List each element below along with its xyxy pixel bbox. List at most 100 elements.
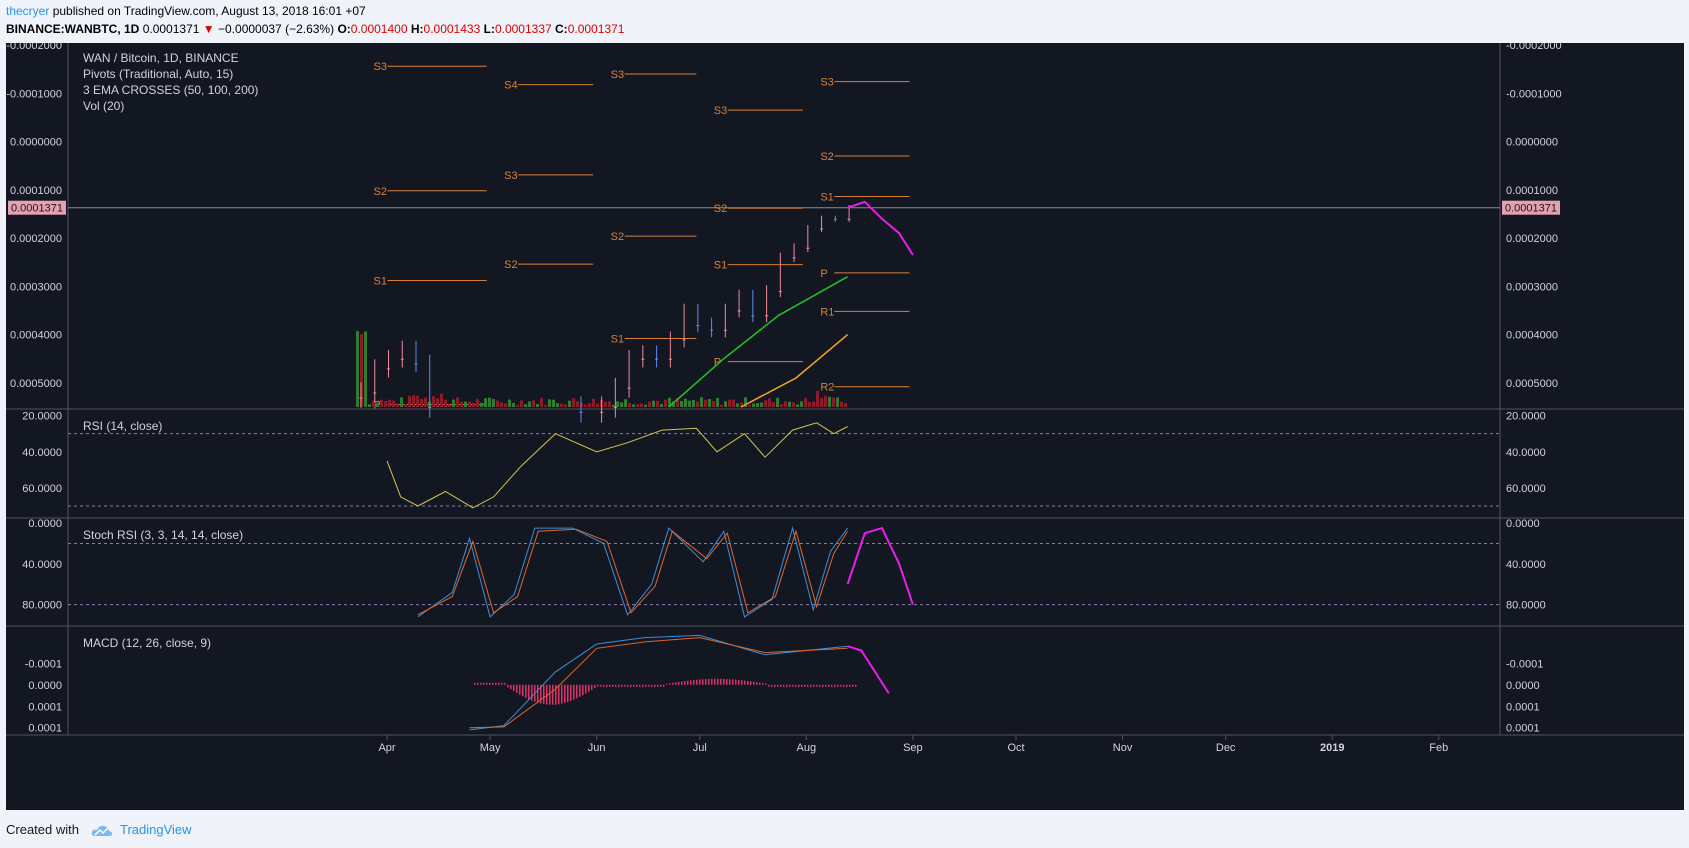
macd-histogram-bar — [717, 678, 719, 685]
volume-bar — [640, 403, 643, 407]
time-tick-label: Apr — [378, 742, 395, 754]
price-tick-right: 0.0004000 — [1506, 330, 1558, 342]
volume-bar — [596, 403, 599, 407]
volume-bar — [604, 401, 607, 407]
low-label: L: — [483, 22, 495, 36]
price-tick-left: 0.0001000 — [10, 185, 62, 197]
macd-histogram-bar — [705, 679, 707, 685]
price-tick-right: 0.0001000 — [1506, 185, 1558, 197]
macd-histogram-bar — [780, 684, 782, 687]
close-label: C: — [555, 22, 568, 36]
volume-bar — [832, 397, 835, 407]
macd-histogram-bar — [486, 682, 488, 685]
volume-bar — [760, 402, 763, 407]
macd-histogram-bar — [813, 684, 815, 687]
pivot-label: S3 — [820, 77, 833, 89]
candle-body — [400, 358, 404, 360]
volume-bar — [804, 397, 807, 407]
macd-histogram-bar — [744, 680, 746, 685]
volume-bar — [748, 404, 751, 407]
volume-bar — [704, 399, 707, 407]
candle-body — [792, 257, 796, 259]
candle-body — [737, 310, 741, 312]
price-tick-left: 0.0003000 — [10, 281, 62, 293]
stoch-tick-left: 40.0000 — [22, 559, 62, 571]
last-price: 0.0001371 — [142, 22, 200, 36]
macd-histogram-bar — [630, 684, 632, 687]
macd-histogram-bar — [549, 684, 551, 705]
macd-histogram-bar — [477, 682, 479, 685]
macd-histogram-bar — [828, 684, 830, 687]
macd-histogram-bar — [666, 683, 668, 685]
volume-bar — [424, 397, 427, 407]
volume-bar — [412, 395, 415, 407]
volume-bar — [808, 401, 811, 407]
candle-body — [600, 411, 604, 413]
macd-histogram-bar — [618, 684, 620, 687]
macd-tick-right: 0.0000 — [1506, 680, 1540, 692]
chart-svg[interactable]: PS1S2S3S2S3S4S1S2S3PS1S2S3R2R1PS1S2S3 0.… — [6, 43, 1684, 810]
volume-bar — [576, 401, 579, 407]
volume-bar — [608, 401, 611, 407]
volume-bar — [636, 404, 639, 407]
macd-histogram-bar — [843, 684, 845, 687]
tradingview-link[interactable]: TradingView — [120, 822, 192, 837]
macd-histogram-bar — [561, 684, 563, 704]
stoch-tick-right: 40.0000 — [1506, 559, 1546, 571]
macd-histogram-bar — [675, 682, 677, 685]
macd-histogram-bar — [759, 682, 761, 685]
volume-bar — [724, 401, 727, 407]
volume-bar — [712, 400, 715, 407]
volume-bar — [820, 397, 823, 407]
macd-histogram-bar — [480, 682, 482, 685]
macd-histogram-bar — [702, 679, 704, 685]
rsi-title: RSI (14, close) — [83, 419, 163, 433]
macd-histogram-bar — [672, 682, 674, 685]
pivot-label: S2 — [374, 186, 387, 198]
macd-histogram-bar — [735, 679, 737, 685]
macd-histogram-bar — [756, 682, 758, 685]
volume-bar — [468, 401, 471, 407]
macd-histogram-bar — [531, 684, 533, 701]
volume-bar — [444, 399, 447, 407]
volume-bar — [452, 399, 455, 407]
last-price-tag-text: 0.0001371 — [1505, 203, 1557, 215]
macd-histogram-bar — [696, 679, 698, 685]
volume-bar — [732, 399, 735, 407]
macd-histogram-bar — [825, 684, 827, 687]
volume-bar — [508, 399, 511, 407]
macd-histogram-bar — [855, 684, 857, 687]
author-link[interactable]: thecryer — [6, 4, 50, 18]
price-tick-left: 0.0005000 — [10, 378, 62, 390]
volume-bar — [364, 331, 367, 407]
macd-histogram-bar — [540, 684, 542, 704]
volume-bar — [692, 399, 695, 407]
volume-bar — [812, 401, 815, 407]
macd-histogram-bar — [765, 683, 767, 685]
macd-histogram-bar — [573, 684, 575, 700]
macd-histogram-bar — [483, 682, 485, 685]
macd-histogram-bar — [498, 682, 500, 685]
candle-body — [696, 324, 700, 326]
volume-bar — [392, 400, 395, 407]
chart-area[interactable]: PS1S2S3S2S3S4S1S2S3PS1S2S3R2R1PS1S2S3 0.… — [6, 43, 1684, 810]
macd-histogram-bar — [783, 684, 785, 687]
volume-bar — [480, 402, 483, 407]
volume-bar — [800, 401, 803, 407]
price-tick-left: 0.0000000 — [10, 137, 62, 149]
macd-histogram-bar — [837, 684, 839, 687]
time-tick-label: Jul — [693, 742, 707, 754]
macd-histogram-bar — [849, 684, 851, 687]
macd-histogram-bar — [678, 681, 680, 685]
rsi-line — [386, 422, 848, 509]
candle-body — [710, 329, 714, 331]
macd-histogram-bar — [846, 684, 848, 687]
created-with: Created with — [6, 822, 79, 837]
macd-histogram-bar — [798, 684, 800, 687]
candle-body — [751, 315, 755, 317]
macd-histogram-bar — [801, 684, 803, 687]
volume-bar — [780, 404, 783, 407]
volume-bar — [404, 404, 407, 407]
legend-title: WAN / Bitcoin, 1D, BINANCE — [83, 51, 239, 65]
volume-bar — [628, 402, 631, 407]
